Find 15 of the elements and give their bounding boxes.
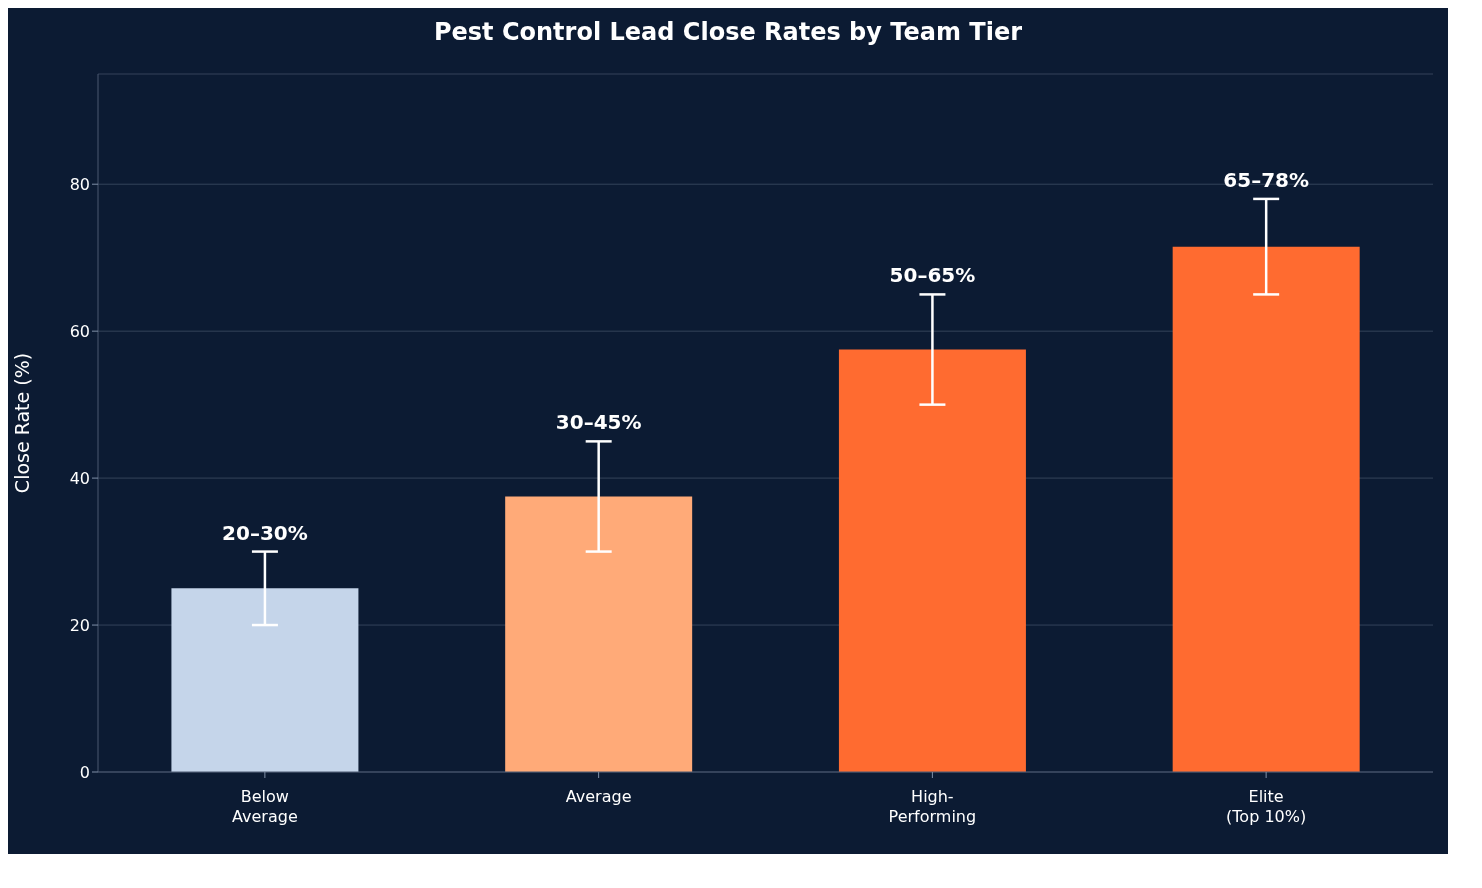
y-tick-label: 20 bbox=[69, 615, 90, 635]
y-tick-label: 0 bbox=[79, 762, 90, 782]
x-tick-label: Below Average bbox=[232, 787, 298, 826]
x-tick-label: Elite (Top 10%) bbox=[1226, 787, 1307, 826]
chart-title: Pest Control Lead Close Rates by Team Tier bbox=[432, 17, 1024, 48]
annotation: 20–30% bbox=[222, 520, 308, 545]
y-tick-label: 80 bbox=[69, 174, 90, 194]
annotation: 65–78% bbox=[1223, 167, 1310, 192]
y-tick-label: 40 bbox=[69, 468, 90, 488]
y-axis-title: Close Rate (%) bbox=[10, 352, 33, 494]
annotation: 50–65% bbox=[889, 263, 976, 288]
x-tick-label: High-Performing bbox=[888, 787, 977, 826]
y-tick-label: 60 bbox=[69, 321, 90, 341]
annotation: 30–45% bbox=[555, 410, 642, 435]
x-tick-label: Average bbox=[565, 787, 632, 806]
